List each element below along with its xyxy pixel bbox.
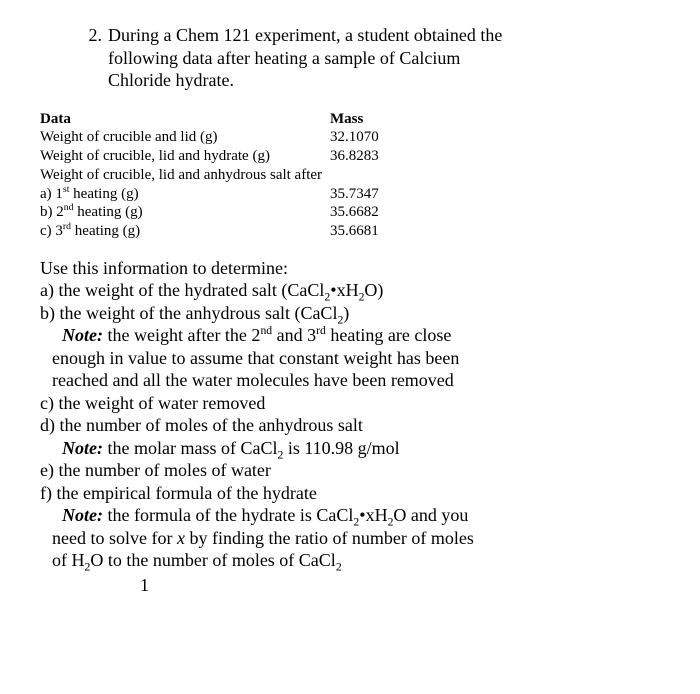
table-row: Weight of crucible and lid (g) 32.1070: [40, 128, 646, 147]
row-value: 35.6681: [330, 222, 379, 241]
question-number: 2.: [54, 24, 108, 92]
page-number: 1: [40, 574, 646, 597]
page: 2. During a Chem 121 experiment, a stude…: [0, 0, 700, 596]
row-label: a) 1st heating (g): [40, 185, 330, 204]
question-line-2: following data after heating a sample of…: [108, 48, 460, 68]
table-row: c) 3rd heating (g) 35.6681: [40, 222, 646, 241]
span-label: Weight of crucible, lid and anhydrous sa…: [40, 166, 322, 185]
question-block: 2. During a Chem 121 experiment, a stude…: [54, 24, 646, 92]
row-label: Weight of crucible and lid (g): [40, 128, 330, 147]
table-row: a) 1st heating (g) 35.7347: [40, 185, 646, 204]
table-row: Weight of crucible, lid and hydrate (g) …: [40, 147, 646, 166]
question-line-1: During a Chem 121 experiment, a student …: [108, 25, 502, 45]
part-c: c) the weight of water removed: [40, 392, 646, 415]
table-row: b) 2nd heating (g) 35.6682: [40, 203, 646, 222]
question-text: During a Chem 121 experiment, a student …: [108, 24, 646, 92]
part-d: d) the number of moles of the anhydrous …: [40, 414, 646, 437]
part-f: f) the empirical formula of the hydrate: [40, 482, 646, 505]
note-3-line-3: of H2O to the number of moles of CaCl2: [40, 549, 646, 572]
note-1-line-2: enough in value to assume that constant …: [40, 347, 646, 370]
header-mass: Mass: [330, 110, 363, 129]
row-value: 36.8283: [330, 147, 379, 166]
data-table: Data Mass Weight of crucible and lid (g)…: [40, 110, 646, 241]
table-span-row: Weight of crucible, lid and anhydrous sa…: [40, 166, 646, 185]
row-label: b) 2nd heating (g): [40, 203, 330, 222]
row-value: 32.1070: [330, 128, 379, 147]
question-line-3: Chloride hydrate.: [108, 70, 234, 90]
note-3-line-2: need to solve for x by finding the ratio…: [40, 527, 646, 550]
table-header-row: Data Mass: [40, 110, 646, 129]
row-label: c) 3rd heating (g): [40, 222, 330, 241]
note-1-line-1: Note: the weight after the 2nd and 3rd h…: [40, 324, 646, 347]
part-e: e) the number of moles of water: [40, 459, 646, 482]
intro-line: Use this information to determine:: [40, 257, 646, 280]
header-data: Data: [40, 110, 330, 129]
body-block: Use this information to determine: a) th…: [40, 257, 646, 597]
part-b: b) the weight of the anhydrous salt (CaC…: [40, 302, 646, 325]
row-value: 35.6682: [330, 203, 379, 222]
part-a: a) the weight of the hydrated salt (CaCl…: [40, 279, 646, 302]
note-2: Note: the molar mass of CaCl2 is 110.98 …: [40, 437, 646, 460]
row-value: 35.7347: [330, 185, 379, 204]
note-1-line-3: reached and all the water molecules have…: [40, 369, 646, 392]
row-label: Weight of crucible, lid and hydrate (g): [40, 147, 330, 166]
note-3-line-1: Note: the formula of the hydrate is CaCl…: [40, 504, 646, 527]
